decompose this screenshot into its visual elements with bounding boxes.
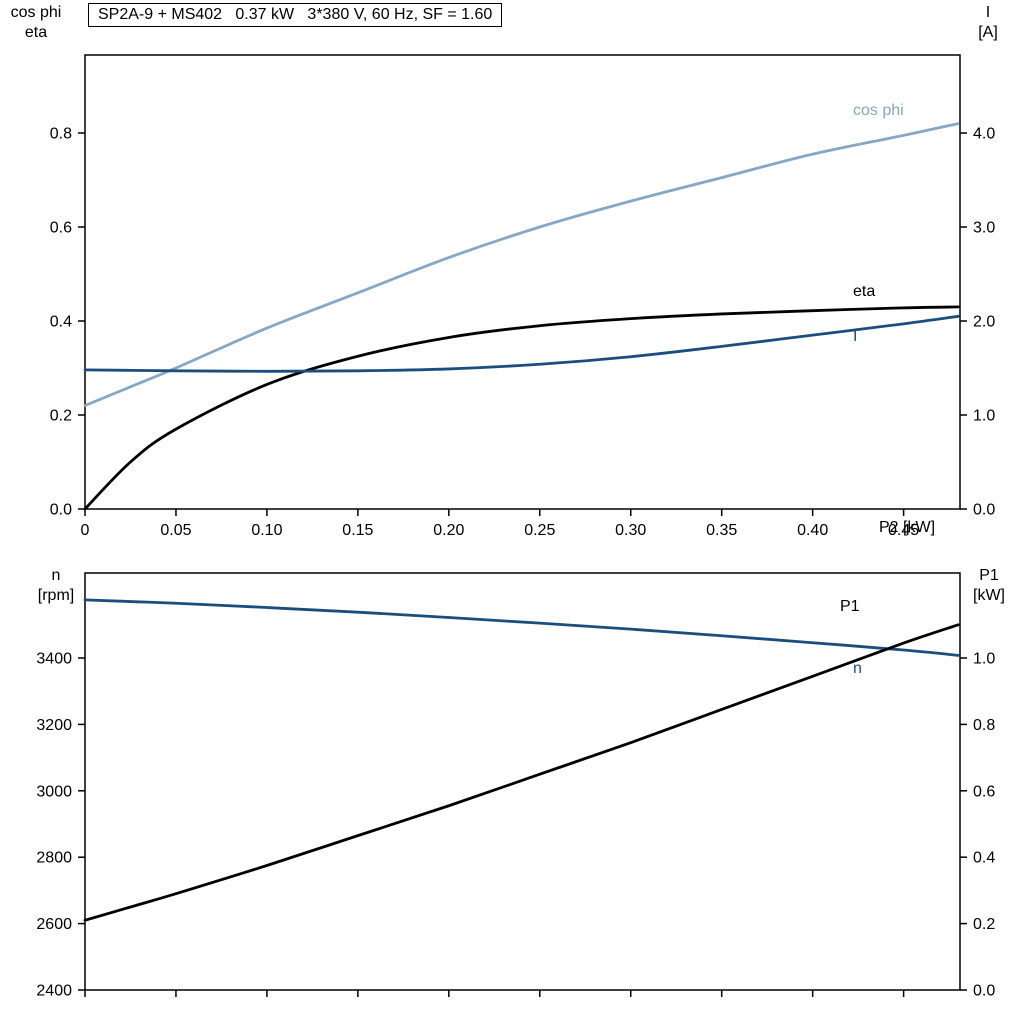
x-tick-label: 0.40	[797, 522, 828, 539]
axis-label-speed-unit: [rpm]	[37, 587, 75, 604]
y-tick-label-right: 0.4	[973, 850, 995, 867]
y-tick-label-left: 0.0	[50, 502, 72, 519]
y-tick-label-left: 0.4	[50, 314, 72, 331]
axis-label-speed: n	[51, 567, 61, 584]
y-tick-label-right: 0.0	[973, 502, 995, 519]
series-curve-I	[83, 314, 960, 373]
y-tick-label-right: 3.0	[973, 220, 995, 237]
series-curve-n	[83, 598, 960, 657]
x-tick-label: 0.15	[342, 522, 373, 539]
axis-label-p1-unit: [kW]	[973, 587, 1005, 604]
y-tick-label-left: 0.2	[50, 408, 72, 425]
y-tick-label-right: 1.0	[973, 408, 995, 425]
series-curve-P1	[83, 623, 960, 922]
x-tick-label: 0.10	[251, 522, 282, 539]
axis-label-cos-phi: cos phi	[10, 4, 62, 21]
curve-label-cos-phi: cos phi	[853, 102, 904, 119]
y-tick-label-right: 0.8	[973, 717, 995, 734]
x-tick-label: 0.05	[160, 522, 191, 539]
title-box: SP2A-9 + MS402 0.37 kW 3*380 V, 60 Hz, S…	[88, 3, 503, 27]
series-curve-eta	[83, 305, 960, 511]
y-tick-label-left: 2600	[36, 916, 72, 933]
curve-label-eta: eta	[853, 283, 875, 300]
x-axis-label: P2 [kW]	[879, 519, 936, 536]
axis-label-p1: P1	[979, 567, 999, 584]
top-left-axis-title: cos phi eta	[4, 3, 68, 43]
curve-label-n: n	[853, 660, 862, 677]
plot-frame-0	[84, 54, 961, 510]
bottom-right-axis-title: P1 [kW]	[960, 566, 1018, 606]
y-tick-label-left: 2800	[36, 850, 72, 867]
x-tick-label: 0.45	[888, 522, 919, 539]
series-curve-cos-phi	[83, 122, 960, 408]
y-tick-label-left: 0.6	[50, 220, 72, 237]
y-tick-label-right: 4.0	[973, 126, 995, 143]
bottom-left-axis-title: n [rpm]	[26, 566, 86, 606]
y-tick-label-left: 2400	[36, 983, 72, 1000]
y-tick-label-left: 3200	[36, 717, 72, 734]
y-tick-label-right: 0.6	[973, 783, 995, 800]
y-tick-label-right: 2.0	[973, 314, 995, 331]
axis-label-current: I	[985, 4, 991, 21]
y-tick-label-right: 0.0	[973, 983, 995, 1000]
y-tick-label-left: 3400	[36, 650, 72, 667]
axis-label-current-unit: [A]	[978, 24, 998, 41]
y-tick-label-left: 3000	[36, 783, 72, 800]
curve-label-P1: P1	[840, 598, 860, 615]
y-tick-label-left: 0.8	[50, 126, 72, 143]
plot-frame-1	[84, 572, 961, 991]
x-tick-label: 0.20	[433, 522, 464, 539]
axis-label-eta: eta	[24, 24, 48, 41]
x-tick-label: 0.35	[706, 522, 737, 539]
top-right-axis-title: I [A]	[960, 3, 1016, 43]
x-tick-label: 0.30	[615, 522, 646, 539]
y-tick-label-right: 1.0	[973, 650, 995, 667]
curve-label-I: I	[853, 328, 857, 345]
x-tick-label: 0.25	[524, 522, 555, 539]
x-tick-label: 0	[81, 522, 90, 539]
y-tick-label-right: 0.2	[973, 916, 995, 933]
